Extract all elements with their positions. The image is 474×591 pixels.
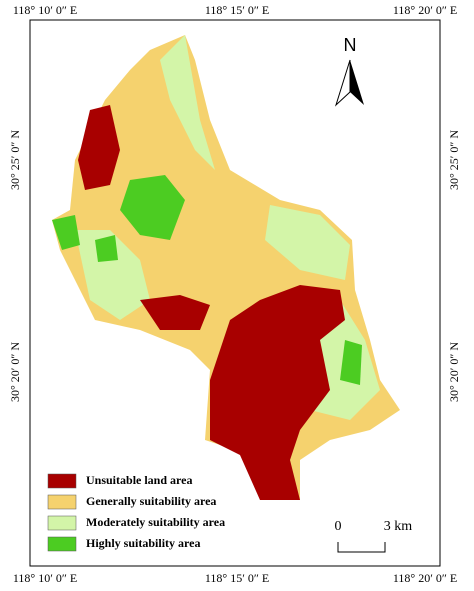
- top-label: 118° 15′ 0″ E: [205, 3, 269, 17]
- scale-start: 0: [335, 519, 342, 534]
- legend-label: Generally suitability area: [86, 494, 216, 508]
- bottom-label: 118° 15′ 0″ E: [205, 571, 269, 585]
- legend-label: Highly suitability area: [86, 536, 200, 550]
- legend: Unsuitable land area Generally suitabilit…: [47, 473, 225, 552]
- legend-swatch: [47, 515, 77, 531]
- top-label: 118° 20′ 0″ E: [393, 3, 457, 17]
- legend-swatch: [47, 536, 77, 552]
- north-label: N: [344, 35, 357, 55]
- top-label: 118° 10′ 0″ E: [13, 3, 77, 17]
- left-label: 30° 25′ 0″ N: [8, 130, 22, 190]
- right-label: 30° 25′ 0″ N: [447, 130, 461, 190]
- bottom-label: 118° 10′ 0″ E: [13, 571, 77, 585]
- bottom-label: 118° 20′ 0″ E: [393, 571, 457, 585]
- scale-end: 3 km: [384, 519, 413, 534]
- coordinate-labels: 118° 10′ 0″ E 118° 15′ 0″ E 118° 20′ 0″ E 1…: [8, 3, 461, 585]
- study-area: [52, 35, 400, 500]
- legend-swatch: [47, 494, 77, 510]
- legend-swatch: [47, 473, 77, 489]
- legend-label: Moderately suitability area: [86, 515, 225, 529]
- left-label: 30° 20′ 0″ N: [8, 342, 22, 402]
- legend-label: Unsuitable land area: [86, 473, 192, 487]
- north-arrow: [334, 59, 364, 107]
- right-label: 30° 20′ 0″ N: [447, 342, 461, 402]
- scale-bar: [337, 542, 386, 553]
